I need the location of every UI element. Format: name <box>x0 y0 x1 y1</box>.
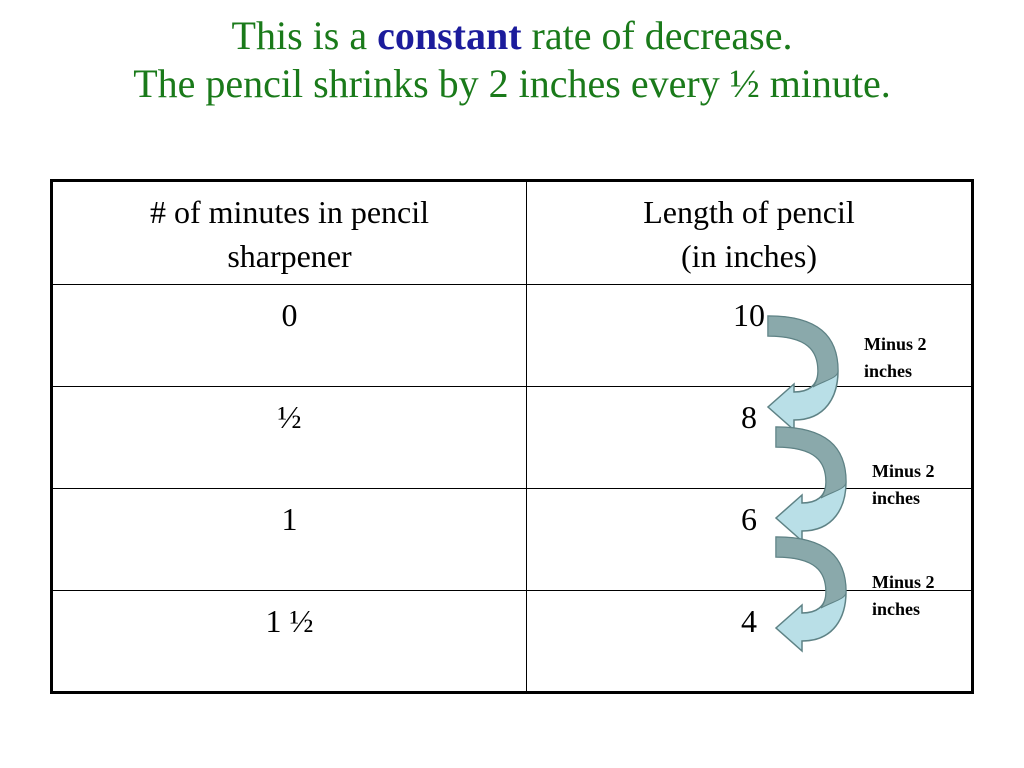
pencil-length-table: # of minutes in pencil sharpener Length … <box>50 179 974 694</box>
header-minutes: # of minutes in pencil sharpener <box>51 180 527 285</box>
table-row: ½ 8 <box>51 386 973 489</box>
table-row: 1 ½ 4 <box>51 590 973 693</box>
annotation-minus-2-inches: Minus 2 inches <box>872 461 935 508</box>
cell-minutes: 0 <box>51 284 527 387</box>
header-length: Length of pencil (in inches) <box>526 180 973 285</box>
table-header-row: # of minutes in pencil sharpener Length … <box>51 180 973 285</box>
cell-length: 10 <box>526 284 973 387</box>
table-row: 0 10 <box>51 284 973 387</box>
title-line-2: The pencil shrinks by 2 inches every ½ m… <box>133 61 891 106</box>
annotation-minus-2-inches: Minus 2 inches <box>864 334 927 381</box>
cell-minutes: 1 <box>51 488 527 591</box>
cell-minutes: ½ <box>51 386 527 489</box>
table-row: 1 6 <box>51 488 973 591</box>
slide-title: This is a constant rate of decrease. The… <box>60 12 964 108</box>
title-emphasis: constant <box>377 13 522 58</box>
cell-length: 4 <box>526 590 973 693</box>
cell-length: 6 <box>526 488 973 591</box>
cell-minutes: 1 ½ <box>51 590 527 693</box>
cell-length: 8 <box>526 386 973 489</box>
annotation-minus-2-inches: Minus 2 inches <box>872 572 935 619</box>
title-line-1: This is a constant rate of decrease. <box>231 13 793 58</box>
